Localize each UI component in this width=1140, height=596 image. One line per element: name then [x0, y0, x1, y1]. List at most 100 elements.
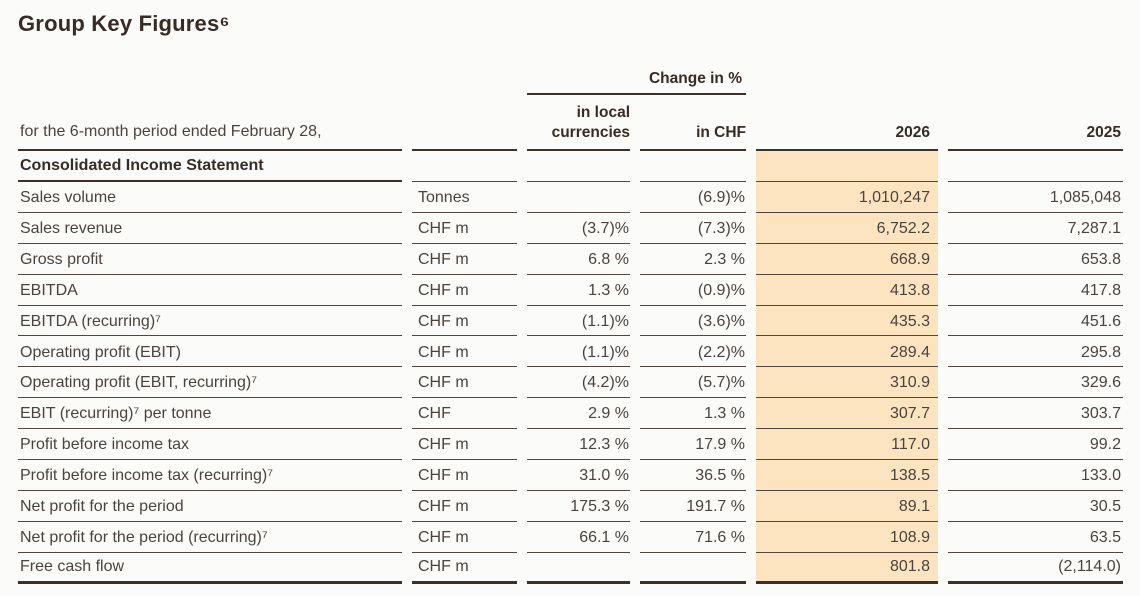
row-label: EBITDA: [18, 275, 402, 306]
table-row: Profit before income tax (recurring)⁷ CHF…: [18, 460, 1123, 491]
change-local-currencies-value: (3.7)%: [527, 213, 630, 244]
table-row: Sales volume Tonnes (6.9)% 1,010,247 1,085,0…: [18, 182, 1123, 213]
table-row: Operating profit (EBIT) CHF m (1.1)% (2.2)%…: [18, 336, 1123, 368]
column-header-row: for the 6-month period ended February 28…: [18, 95, 1123, 151]
change-local-currencies-value: (1.1)%: [527, 336, 630, 368]
value-2025: 99.2: [948, 429, 1123, 461]
row-label: Operating profit (EBIT, recurring)⁷: [18, 367, 402, 399]
table-row: Profit before income tax CHF m 12.3 % 17.9 …: [18, 429, 1123, 461]
change-local-currencies-value: 1.3 %: [527, 275, 630, 306]
value-2026: 1,010,247: [756, 182, 938, 213]
row-label: Profit before income tax: [18, 429, 402, 461]
row-label: EBIT (recurring)⁷ per tonne: [18, 398, 402, 430]
change-local-currencies-value: 31.0 %: [527, 460, 630, 491]
change-local-currencies-value: (1.1)%: [527, 306, 630, 337]
value-2025: 7,287.1: [948, 213, 1123, 244]
change-in-chf-value: (3.6)%: [640, 306, 746, 337]
table-row: Operating profit (EBIT, recurring)⁷ CHF m…: [18, 367, 1123, 399]
empty-cell-highlighted: [756, 151, 938, 182]
value-2026: 801.8: [756, 552, 938, 584]
year-2026-header: 2026: [756, 95, 938, 151]
row-unit: CHF m: [412, 367, 517, 399]
change-in-chf-value: (7.3)%: [640, 213, 746, 244]
value-2026: 89.1: [756, 490, 938, 522]
section-header-label: Consolidated Income Statement: [18, 151, 402, 182]
change-local-currencies-value: [527, 182, 630, 213]
row-label: Gross profit: [18, 244, 402, 275]
row-unit: CHF m: [412, 491, 517, 522]
value-2026: 310.9: [756, 367, 938, 399]
change-in-chf-value: 191.7 %: [640, 491, 746, 522]
local-currencies-header: in local currencies: [527, 95, 630, 151]
row-label: Free cash flow: [18, 553, 402, 584]
change-in-chf-value: (5.7)%: [640, 367, 746, 399]
row-unit: CHF m: [412, 522, 517, 553]
change-local-currencies-value: 12.3 %: [527, 429, 630, 461]
value-2026: 668.9: [756, 243, 938, 275]
unit-column-header: [412, 95, 517, 151]
row-unit: CHF m: [412, 429, 517, 461]
change-local-currencies-value: [527, 553, 630, 584]
value-2025: 417.8: [948, 275, 1123, 306]
table-row: Gross profit CHF m 6.8 % 2.3 % 668.9 653.8: [18, 243, 1123, 275]
change-local-currencies-value: 6.8 %: [527, 244, 630, 275]
table-row: Net profit for the period CHF m 175.3 % 191…: [18, 490, 1123, 522]
empty-cell: [527, 151, 630, 182]
row-unit: CHF m: [412, 336, 517, 368]
row-unit: CHF m: [412, 460, 517, 491]
change-in-chf-value: (0.9)%: [640, 275, 746, 306]
change-in-chf-value: 71.6 %: [640, 522, 746, 553]
change-header-row: Change in %: [18, 66, 1123, 95]
row-unit: CHF m: [412, 275, 517, 306]
year-2025-header: 2025: [948, 95, 1123, 151]
change-in-chf-value: 17.9 %: [640, 429, 746, 461]
change-in-chf-value: 2.3 %: [640, 244, 746, 275]
value-2025: (2,114.0): [948, 553, 1123, 584]
row-label: Net profit for the period (recurring)⁷: [18, 522, 402, 553]
change-in-percent-header: Change in %: [527, 66, 746, 95]
change-local-currencies-value: 66.1 %: [527, 522, 630, 553]
change-local-currencies-value: 2.9 %: [527, 398, 630, 430]
value-2025: 303.7: [948, 398, 1123, 430]
table-row: EBITDA CHF m 1.3 % (0.9)% 413.8 417.8: [18, 274, 1123, 306]
value-2025: 653.8: [948, 244, 1123, 275]
change-in-chf-value: [640, 553, 746, 584]
empty-cell: [412, 151, 517, 182]
section-header-row: Consolidated Income Statement: [18, 151, 1123, 182]
change-in-chf-value: (2.2)%: [640, 336, 746, 368]
value-2025: 30.5: [948, 491, 1123, 522]
row-label: EBITDA (recurring)⁷: [18, 306, 402, 337]
value-2026: 108.9: [756, 521, 938, 553]
key-figures-table: Change in % for the 6-month period ended…: [18, 66, 1123, 584]
table-body: Sales volume Tonnes (6.9)% 1,010,247 1,085,0…: [18, 182, 1123, 584]
value-2025: 329.6: [948, 367, 1123, 399]
value-2025: 1,085,048: [948, 182, 1123, 213]
value-2026: 307.7: [756, 398, 938, 430]
row-label: Operating profit (EBIT): [18, 336, 402, 368]
in-chf-header: in CHF: [640, 95, 746, 151]
value-2025: 295.8: [948, 336, 1123, 368]
table-row: EBITDA (recurring)⁷ CHF m (1.1)% (3.6)% 435.…: [18, 305, 1123, 337]
row-unit: CHF m: [412, 306, 517, 337]
page-title: Group Key Figures⁶: [18, 11, 230, 36]
empty-cell: [640, 151, 746, 182]
row-unit: CHF m: [412, 213, 517, 244]
table-row: Free cash flow CHF m 801.8 (2,114.0): [18, 552, 1123, 584]
row-unit: CHF m: [412, 553, 517, 584]
change-in-chf-value: 1.3 %: [640, 398, 746, 430]
value-2026: 117.0: [756, 429, 938, 461]
row-unit: Tonnes: [412, 182, 517, 213]
value-2026: 289.4: [756, 336, 938, 368]
row-label: Profit before income tax (recurring)⁷: [18, 460, 402, 491]
value-2025: 451.6: [948, 306, 1123, 337]
empty-cell: [948, 151, 1123, 182]
value-2026: 6,752.2: [756, 212, 938, 244]
change-in-chf-value: 36.5 %: [640, 460, 746, 491]
value-2026: 138.5: [756, 460, 938, 491]
change-local-currencies-value: (4.2)%: [527, 367, 630, 399]
period-label: for the 6-month period ended February 28…: [18, 95, 402, 151]
value-2026: 435.3: [756, 305, 938, 337]
table-row: EBIT (recurring)⁷ per tonne CHF 2.9 % 1.3 %…: [18, 398, 1123, 430]
row-unit: CHF m: [412, 244, 517, 275]
table-row: Sales revenue CHF m (3.7)% (7.3)% 6,752.2 7,2…: [18, 212, 1123, 244]
